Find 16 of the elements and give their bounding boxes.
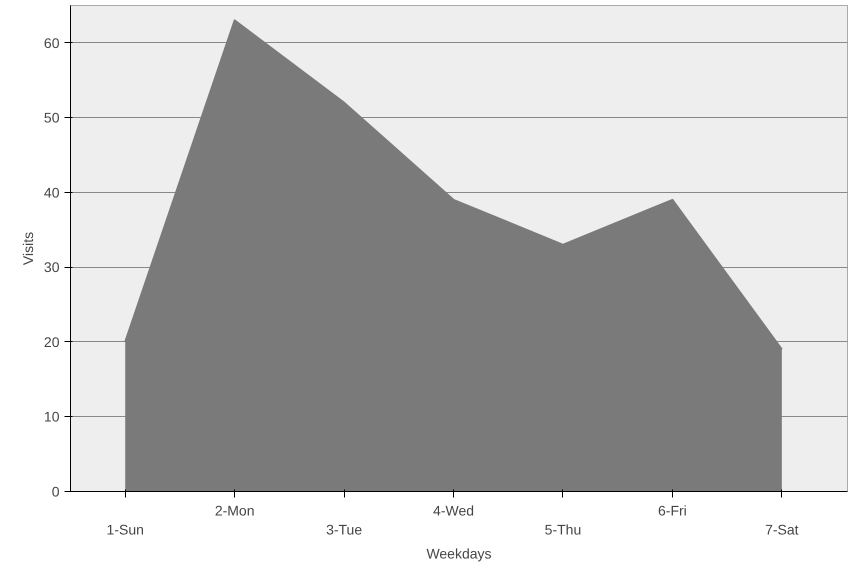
x-tick-label: 5-Thu	[544, 522, 582, 538]
x-tick-label: 3-Tue	[326, 522, 362, 538]
x-tick-label: 7-Sat	[765, 522, 799, 538]
y-tick-label: 0	[52, 484, 60, 500]
y-tick-label: 40	[44, 184, 60, 200]
y-tick-label: 30	[44, 259, 60, 276]
x-tick-label: 4-Wed	[433, 502, 474, 518]
y-tick-label: 10	[44, 408, 60, 425]
y-axis-title: Visits	[20, 232, 36, 266]
x-tick-label: 6-Fri	[658, 502, 687, 518]
x-tick-label: 2-Mon	[214, 502, 254, 518]
y-tick-label: 60	[44, 34, 60, 51]
y-tick-label: 50	[44, 110, 60, 126]
x-axis-title: Weekdays	[426, 546, 492, 562]
y-tick-label: 20	[44, 334, 60, 350]
x-tick-label: 1-Sun	[106, 522, 144, 538]
